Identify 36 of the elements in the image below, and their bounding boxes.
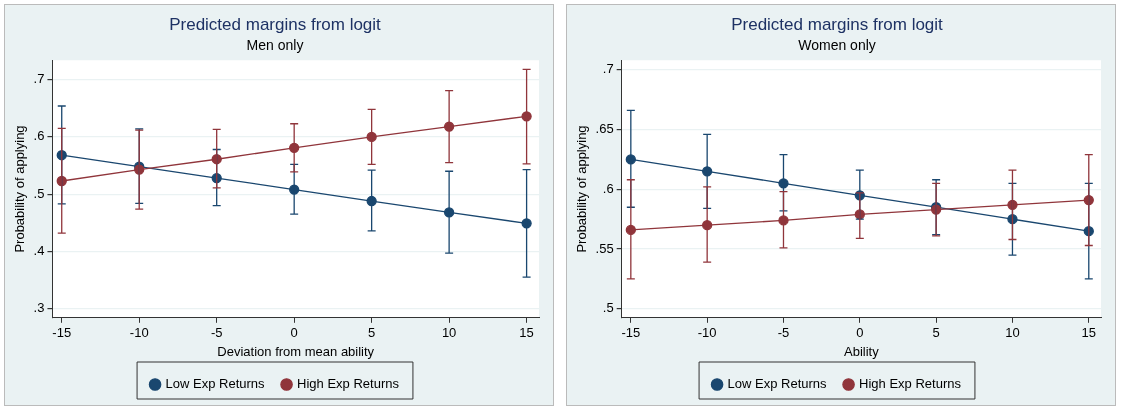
chart-subtitle: Men only xyxy=(246,36,304,53)
y-axis-title: Probability of applying xyxy=(12,125,28,253)
chart-title: Predicted margins from logit xyxy=(731,14,944,34)
x-tick-label: 5 xyxy=(368,325,376,341)
y-tick-label: .7 xyxy=(602,61,614,77)
x-tick-label: -5 xyxy=(777,325,790,341)
y-tick-label: .6 xyxy=(33,128,45,144)
x-axis-title: Deviation from mean ability xyxy=(217,343,375,359)
x-tick-label: 5 xyxy=(932,325,940,341)
chart-title: Predicted margins from logit xyxy=(169,14,382,34)
x-tick-label: 15 xyxy=(519,325,534,341)
chart-subtitle: Women only xyxy=(798,36,876,53)
x-tick-label: -10 xyxy=(697,325,717,341)
x-tick-label: -5 xyxy=(210,325,223,341)
legend-label: Low Exp Returns xyxy=(165,376,266,392)
y-tick-label: .55 xyxy=(595,240,614,256)
legend-label: High Exp Returns xyxy=(297,376,400,392)
x-tick-label: -15 xyxy=(621,325,641,341)
x-tick-label: 0 xyxy=(290,325,298,341)
x-tick-label: 0 xyxy=(856,325,864,341)
x-tick-label: 15 xyxy=(1081,325,1097,341)
y-axis-title: Probability of applying xyxy=(574,125,590,253)
legend-label: High Exp Returns xyxy=(859,376,962,392)
y-tick-label: .65 xyxy=(595,121,614,137)
x-tick-label: 10 xyxy=(1005,325,1020,341)
y-tick-label: .3 xyxy=(33,300,45,316)
x-tick-label: -15 xyxy=(52,325,72,341)
legend-label: Low Exp Returns xyxy=(727,376,828,392)
x-tick-label: 10 xyxy=(441,325,457,341)
y-tick-label: .7 xyxy=(33,71,45,87)
y-tick-label: .6 xyxy=(602,180,614,196)
y-tick-label: .4 xyxy=(33,242,45,258)
x-tick-label: -10 xyxy=(129,325,149,341)
x-axis-title: Ability xyxy=(843,343,880,359)
y-tick-label: .5 xyxy=(602,300,614,316)
y-tick-label: .5 xyxy=(33,185,45,201)
